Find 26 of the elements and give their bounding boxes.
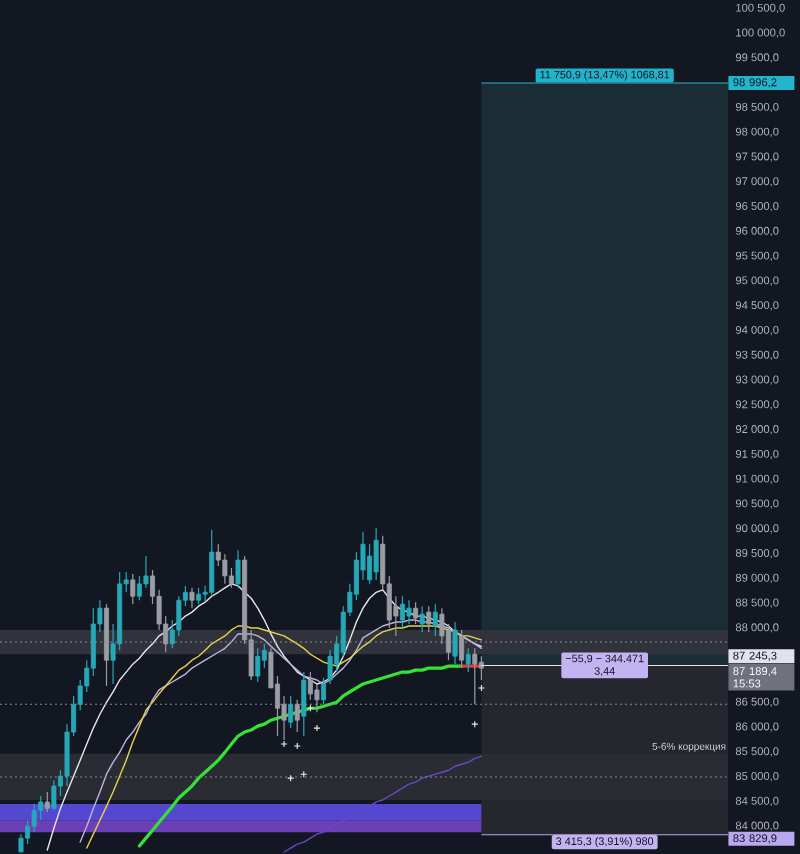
candlestick: [406, 599, 412, 625]
candlestick: [373, 527, 379, 581]
candlestick: [209, 529, 215, 597]
candlestick: [301, 671, 307, 737]
candlestick: [255, 647, 261, 683]
candlestick: [459, 629, 465, 669]
candlestick: [44, 791, 50, 813]
candlestick: [472, 647, 478, 705]
candlestick: [288, 695, 294, 729]
candlestick: [294, 699, 300, 733]
point: [471, 720, 479, 728]
candlestick: [413, 601, 419, 625]
point: [293, 742, 301, 750]
point: [477, 684, 485, 692]
candlestick: [452, 621, 458, 665]
point: [280, 740, 288, 748]
candlestick: [261, 643, 267, 669]
candlestick: [426, 605, 432, 633]
point: [313, 724, 321, 732]
candlestick: [432, 603, 438, 637]
candlestick: [465, 647, 471, 673]
candlestick: [399, 595, 405, 629]
candlestick: [130, 573, 136, 605]
candlestick: [235, 549, 241, 589]
candlestick: [189, 587, 195, 609]
candlestick: [419, 605, 425, 633]
